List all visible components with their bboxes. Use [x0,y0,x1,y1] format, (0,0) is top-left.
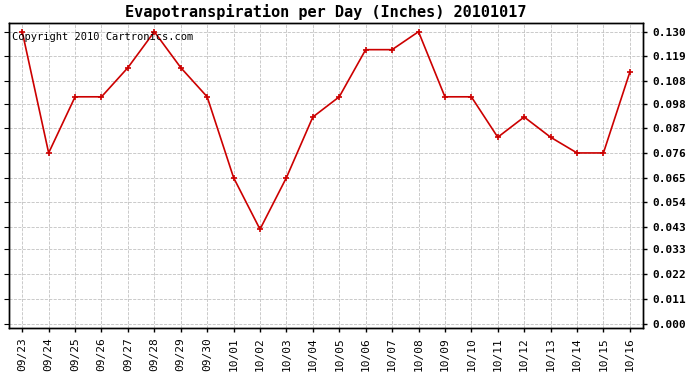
Title: Evapotranspiration per Day (Inches) 20101017: Evapotranspiration per Day (Inches) 2010… [126,4,526,20]
Text: Copyright 2010 Cartronics.com: Copyright 2010 Cartronics.com [12,32,193,42]
